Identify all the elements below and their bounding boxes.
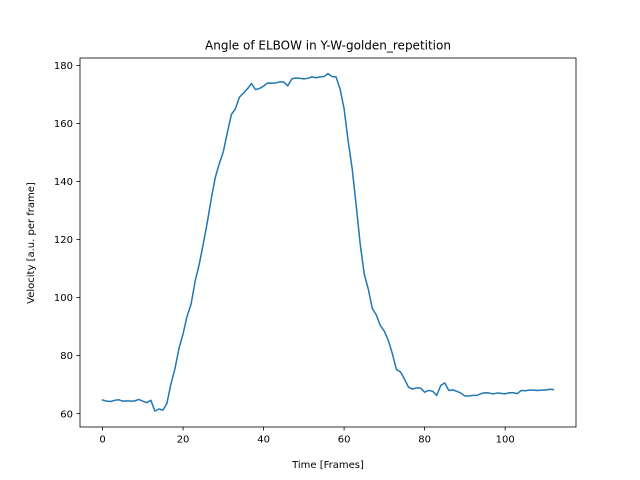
- x-tick-label: 0: [99, 435, 105, 446]
- y-tick-label: 180: [54, 61, 73, 72]
- series-line-0: [101, 72, 555, 412]
- x-tick-label: 100: [496, 435, 515, 446]
- x-axis-label: Time [Frames]: [291, 460, 364, 471]
- x-tick-label: 20: [177, 435, 190, 446]
- x-tick-label: 60: [338, 435, 351, 446]
- plot-frame: [79, 57, 577, 428]
- y-axis-label: Velocity [a.u. per frame]: [26, 182, 37, 304]
- y-axis-ticks: 60 80 100 120 140 160 180: [54, 61, 80, 420]
- y-tick-label: 160: [54, 119, 73, 130]
- y-tick-label: 140: [54, 177, 73, 188]
- y-tick-label: 80: [60, 351, 73, 362]
- y-tick-label: 60: [60, 409, 73, 420]
- x-tick-label: 40: [257, 435, 270, 446]
- plot-area: [79, 57, 577, 428]
- x-axis-ticks: 0 20 40 60 80 100: [99, 427, 515, 446]
- y-tick-label: 120: [54, 235, 73, 246]
- chart-title: Angle of ELBOW in Y-W-golden_repetition: [205, 39, 451, 53]
- x-tick-label: 80: [418, 435, 431, 446]
- y-tick-label: 100: [54, 293, 73, 304]
